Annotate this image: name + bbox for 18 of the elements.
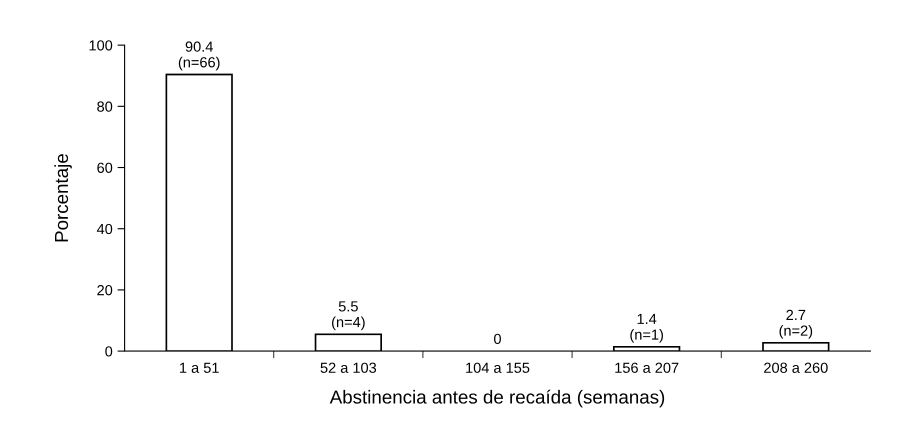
x-axis-title: Abstinencia antes de recaída (semanas) xyxy=(330,390,664,408)
data-label: 2.7 (n=2) xyxy=(779,310,812,339)
x-tick-label: 208 a 260 xyxy=(764,362,828,373)
x-tick-label: 104 a 155 xyxy=(466,362,530,373)
y-tick-label: 0 xyxy=(105,346,112,357)
y-axis-title: Porcentaje xyxy=(54,154,72,242)
y-tick-label: 100 xyxy=(90,40,112,51)
y-tick-label: 60 xyxy=(97,162,112,173)
data-label: 5.5 (n=4) xyxy=(332,301,365,330)
data-label: 0 xyxy=(494,334,501,344)
y-tick-label: 80 xyxy=(97,101,112,112)
data-label: 1.4 (n=1) xyxy=(630,314,663,343)
x-tick-label: 1 a 51 xyxy=(180,362,219,373)
y-tick-label: 20 xyxy=(97,285,112,296)
x-tick-label: 156 a 207 xyxy=(615,362,678,373)
x-tick-label: 52 a 103 xyxy=(320,362,376,373)
y-tick-label: 40 xyxy=(96,224,112,234)
data-label: 90.4 (n=66) xyxy=(178,41,220,70)
